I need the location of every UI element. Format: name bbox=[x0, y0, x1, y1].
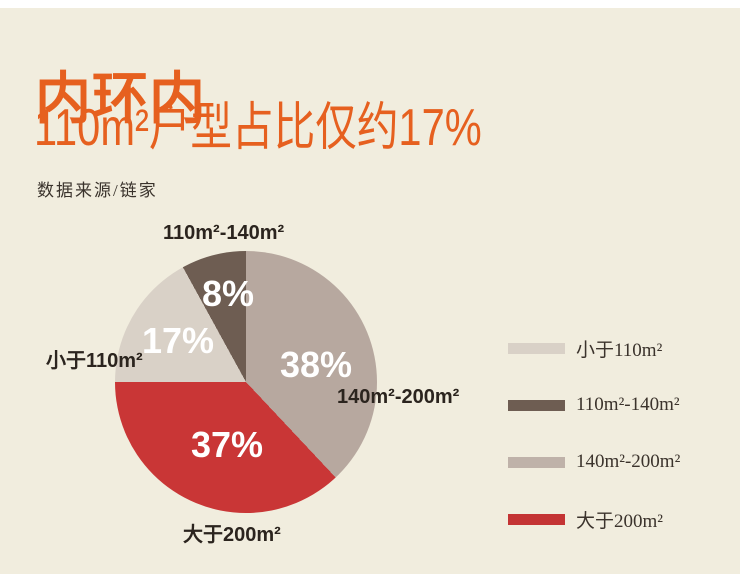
legend-swatch bbox=[508, 513, 565, 525]
pie-slice-label-lt110: 小于110m² bbox=[46, 350, 143, 372]
page-title: 内环内 bbox=[35, 66, 206, 130]
legend-label: 小于110m² bbox=[576, 339, 663, 361]
pie-slice-label-140-200: 140m²-200m² bbox=[337, 386, 460, 408]
pie-value-label-gt200: 37% bbox=[190, 424, 264, 465]
legend-item: 140m²-200m² bbox=[508, 450, 680, 474]
pie-slice-label-gt200: 大于200m² bbox=[183, 524, 281, 546]
legend-swatch bbox=[508, 456, 565, 468]
legend-label: 140m²-200m² bbox=[576, 451, 681, 472]
legend-swatch bbox=[508, 399, 565, 411]
legend: 小于110m² 110m²-140m² 140m²-200m² 大于200m² bbox=[508, 336, 680, 532]
legend-item: 大于200m² bbox=[508, 507, 680, 532]
pie-value-label-110-140: 8% bbox=[201, 273, 255, 314]
top-strip bbox=[0, 0, 740, 8]
pie-value-label-lt110: 17% bbox=[141, 320, 215, 361]
legend-item: 小于110m² bbox=[508, 336, 680, 361]
page-subtitle: 110m²户型占比仅约17% bbox=[34, 99, 482, 157]
legend-label: 大于200m² bbox=[576, 510, 663, 532]
pie-value-label-140-200: 38% bbox=[279, 344, 353, 385]
pie-slice-label-110-140: 110m²-140m² bbox=[163, 222, 285, 244]
legend-item: 110m²-140m² bbox=[508, 393, 680, 417]
legend-swatch bbox=[508, 342, 565, 354]
pie-chart bbox=[115, 251, 377, 513]
data-source-caption: 数据来源/链家 bbox=[37, 181, 158, 200]
legend-label: 110m²-140m² bbox=[576, 394, 680, 415]
